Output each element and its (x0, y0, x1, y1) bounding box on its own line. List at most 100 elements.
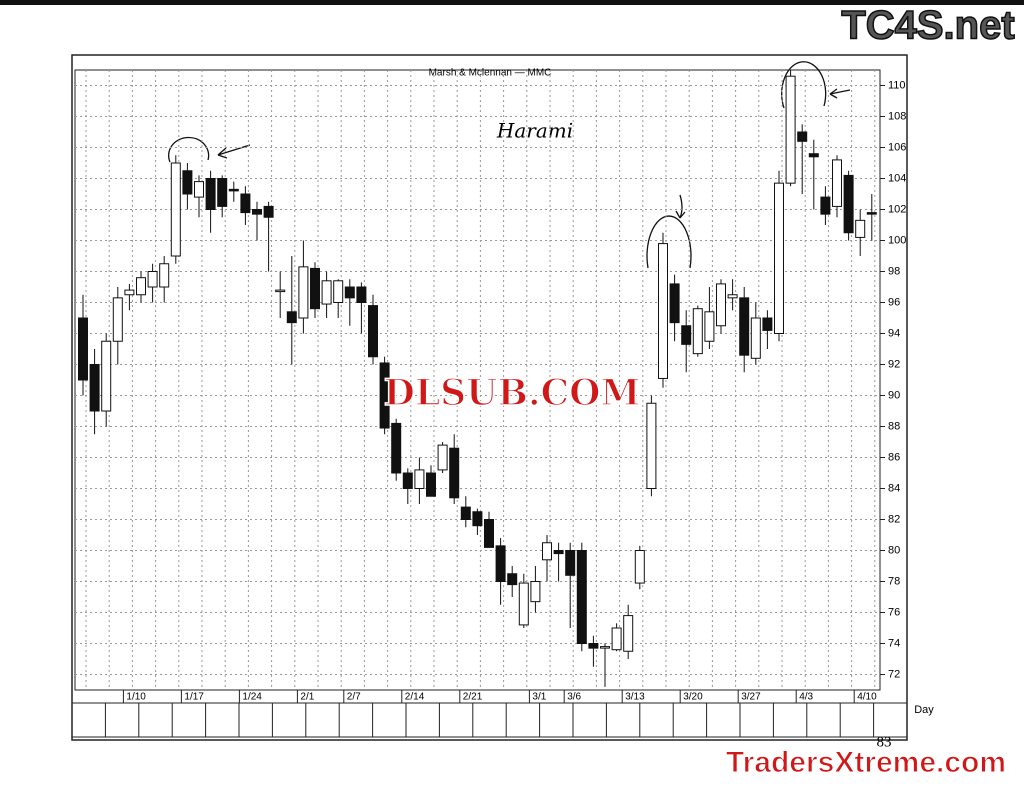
y-tick-label: 88 (888, 420, 900, 432)
y-tick-label: 96 (888, 296, 900, 308)
candle-body (391, 422, 402, 474)
candle-body (275, 289, 286, 293)
candle-body (600, 646, 610, 649)
y-tick-label: 94 (888, 327, 900, 339)
x-tick-label: 2/14 (405, 692, 425, 703)
candle-body (669, 283, 680, 324)
candle-body (855, 219, 866, 238)
candle-body (112, 297, 123, 342)
candle-body (634, 550, 645, 584)
candle-body (159, 263, 170, 288)
candle-body (286, 311, 297, 324)
y-tick-label: 86 (888, 451, 900, 463)
candle-body (240, 193, 251, 214)
candle-body (518, 582, 529, 626)
candle-body (437, 444, 448, 471)
candle-body (739, 297, 750, 356)
candle-body (774, 182, 784, 334)
candle-body (321, 280, 332, 305)
y-tick-label: 102 (888, 203, 906, 215)
candle-body (820, 196, 831, 215)
y-tick-label: 82 (888, 513, 900, 525)
y-tick-label: 80 (888, 544, 900, 556)
candle-body (449, 447, 460, 499)
x-tick-label: 2/1 (300, 692, 314, 703)
x-tick-label: 3/27 (741, 692, 761, 703)
circle-mark (646, 215, 692, 269)
candle-body (368, 305, 378, 358)
y-tick-label: 78 (888, 575, 900, 587)
candle-body (565, 550, 576, 576)
candle-body (658, 243, 668, 379)
y-tick-label: 106 (888, 141, 906, 153)
annotation: Harami (496, 119, 573, 143)
y-tick-label: 100 (888, 234, 906, 246)
x-tick-label: 2/7 (347, 692, 361, 703)
candle-body (217, 178, 228, 207)
x-tick-label: 1/10 (126, 692, 146, 703)
candle-body (553, 550, 564, 555)
candle-body (704, 311, 715, 342)
candle-body (692, 308, 703, 355)
candle-body (762, 317, 773, 331)
x-tick-label: 4/10 (857, 692, 877, 703)
candle-body (356, 286, 367, 303)
x-tick-label: 4/3 (799, 692, 813, 703)
candle-body (263, 205, 274, 218)
candle-body (414, 469, 425, 489)
y-tick-label: 98 (888, 265, 900, 277)
candle-body (182, 170, 193, 195)
candle-body (797, 131, 808, 142)
candle-body (623, 615, 634, 652)
candle-body (194, 181, 204, 198)
candle-body (170, 162, 181, 257)
arrow-mark (675, 194, 686, 219)
candle-body (646, 402, 657, 489)
candle-body (402, 472, 413, 489)
candle-body (542, 542, 552, 561)
y-tick-label: 74 (888, 637, 900, 649)
arrow-mark (217, 144, 251, 159)
watermark: TC4S.net (841, 4, 1014, 48)
x-axis-label: Day (914, 704, 934, 716)
candle-body (124, 289, 135, 296)
candle-body (588, 643, 599, 649)
y-tick-label: 76 (888, 606, 900, 618)
x-tick-label: 3/6 (567, 692, 581, 703)
candle-body (530, 581, 541, 603)
x-tick-label: 3/1 (532, 692, 546, 703)
candle-body (832, 159, 842, 207)
y-tick-label: 84 (888, 482, 900, 494)
watermark: TradersXtreme.com (726, 746, 1006, 779)
candle-body (576, 550, 587, 644)
candle-body (727, 294, 738, 299)
plot-frame (74, 69, 881, 691)
candle-body (426, 472, 436, 497)
candle-body (472, 511, 483, 527)
candle-body (611, 627, 622, 651)
page-frame (71, 54, 908, 741)
page-number: 83 (877, 734, 892, 750)
candle-body (344, 286, 355, 299)
candle-body (785, 75, 796, 184)
candle-body (310, 267, 320, 310)
y-tick-label: 110 (888, 79, 906, 91)
y-tick-label: 108 (888, 110, 906, 122)
candle-body (101, 340, 112, 412)
chart-title: Marsh & Mclennan — MMC (429, 68, 552, 79)
y-tick-label: 92 (888, 358, 900, 370)
candle-body (147, 271, 158, 288)
candle-body (333, 280, 344, 303)
candle-body (136, 277, 146, 296)
candle-body (808, 153, 819, 158)
candle-body (89, 364, 100, 412)
x-tick-label: 2/21 (463, 692, 483, 703)
candle-body (681, 325, 692, 345)
candle-body (495, 545, 506, 582)
y-tick-label: 104 (888, 172, 906, 184)
x-tick-label: 1/17 (184, 692, 204, 703)
candle-body (866, 212, 877, 215)
candle-body (843, 174, 854, 234)
candle-body (484, 519, 494, 548)
